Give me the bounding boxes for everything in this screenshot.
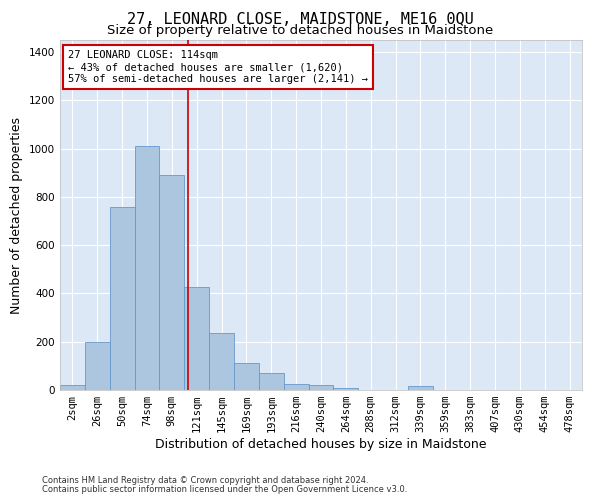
Y-axis label: Number of detached properties: Number of detached properties <box>10 116 23 314</box>
Bar <box>209 334 234 390</box>
Bar <box>60 385 85 390</box>
Bar <box>160 175 184 390</box>
X-axis label: Distribution of detached houses by size in Maidstone: Distribution of detached houses by size … <box>155 438 487 451</box>
Bar <box>408 386 433 390</box>
Bar <box>85 342 110 390</box>
Bar <box>284 384 308 390</box>
Bar <box>234 364 259 390</box>
Bar <box>184 288 209 390</box>
Text: Contains HM Land Registry data © Crown copyright and database right 2024.: Contains HM Land Registry data © Crown c… <box>42 476 368 485</box>
Text: Size of property relative to detached houses in Maidstone: Size of property relative to detached ho… <box>107 24 493 37</box>
Text: 27 LEONARD CLOSE: 114sqm
← 43% of detached houses are smaller (1,620)
57% of sem: 27 LEONARD CLOSE: 114sqm ← 43% of detach… <box>68 50 368 84</box>
Text: Contains public sector information licensed under the Open Government Licence v3: Contains public sector information licen… <box>42 485 407 494</box>
Bar <box>334 388 358 390</box>
Bar <box>308 385 334 390</box>
Bar <box>134 146 160 390</box>
Bar <box>110 206 134 390</box>
Text: 27, LEONARD CLOSE, MAIDSTONE, ME16 0QU: 27, LEONARD CLOSE, MAIDSTONE, ME16 0QU <box>127 12 473 28</box>
Bar <box>259 373 284 390</box>
